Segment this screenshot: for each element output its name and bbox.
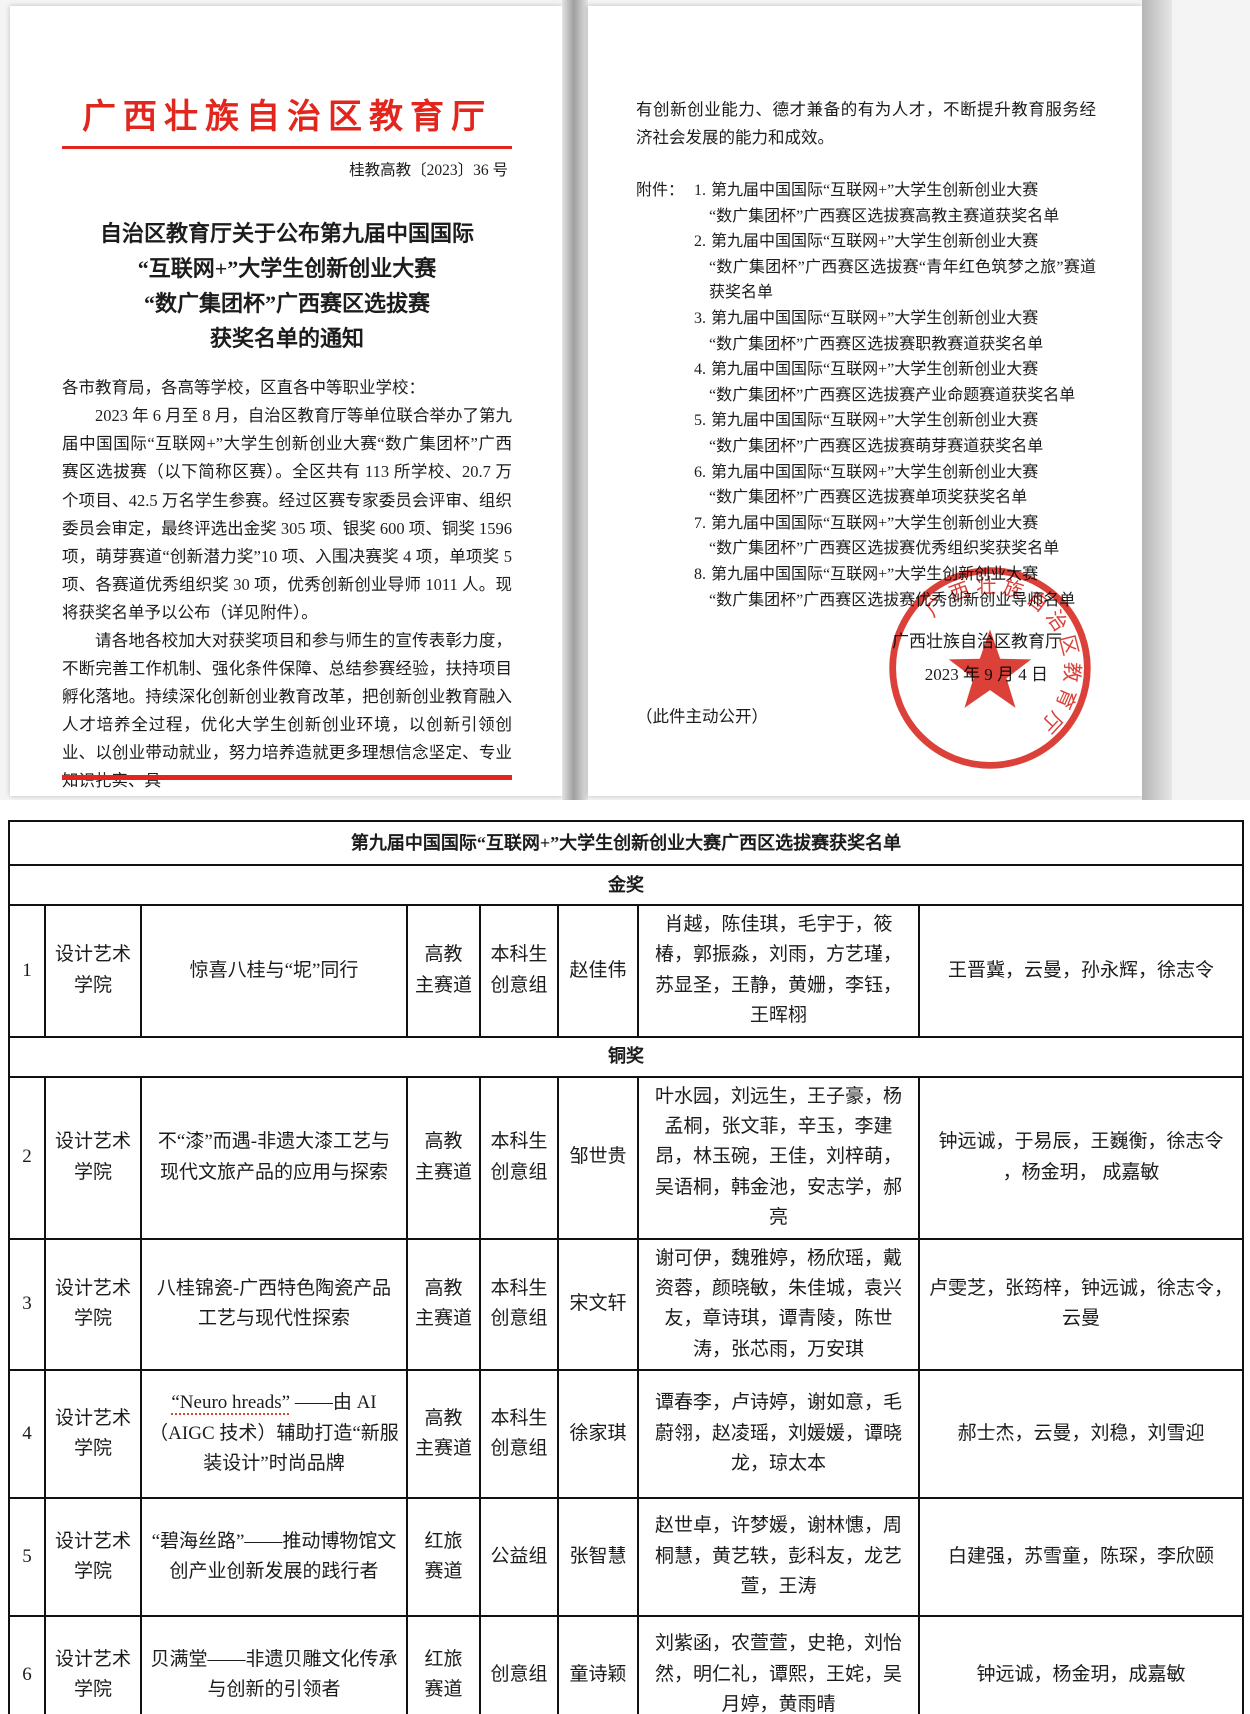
doc-title: 自治区教育厅关于公布第九届中国国际 “互联网+”大学生创新创业大赛 “数广集团杯… — [62, 216, 512, 357]
cell-project: 惊喜八桂与“坭”同行 — [140, 904, 408, 1038]
cell-college: 设计艺术 学院 — [44, 1075, 142, 1240]
cell-members: 赵世卓，许梦媛，谢林憓，周桐慧，黄艺轶，彭科友，龙艺萱，王涛 — [637, 1497, 920, 1618]
cell-project: 不“漆”而遇-非遗大漆工艺与现代文旅产品的应用与探索 — [140, 1075, 408, 1240]
body-paragraph-continued: 有创新创业能力、德才兼备的有为人才，不断提升教育服务经济社会发展的能力和成效。 — [636, 100, 1096, 148]
attachment-item: 4. 第九届中国国际“互联网+”大学生创新创业大赛 “数广集团杯”广西赛区选拔赛产… — [694, 361, 1076, 404]
table-row: 3 设计艺术 学院 八桂锦瓷-广西特色陶瓷产品工艺与现代性探索 高教 主赛道 本… — [8, 1237, 1245, 1372]
cell-leader: 张智慧 — [557, 1497, 639, 1618]
table-row: 5 设计艺术 学院 “碧海丝路”——推动博物馆文创产业创新发展的践行者 红旅 赛… — [8, 1497, 1245, 1618]
cell-group: 本科生 创意组 — [479, 1237, 559, 1372]
cell-advisors: 卢雯芝，张筠梓，钟远诚，徐志令，云曼 — [917, 1237, 1245, 1372]
cell-members: 谭春李，卢诗婷，谢如意，毛蔚翎，赵凌瑶，刘媛媛，谭晓龙，琼太本 — [637, 1369, 920, 1500]
cell-group: 本科生 创意组 — [479, 1369, 559, 1500]
bronze-award-label: 铜奖 — [7, 1035, 1245, 1078]
cell-group: 创意组 — [479, 1615, 559, 1714]
table-row: 1 设计艺术 学院 惊喜八桂与“坭”同行 高教 主赛道 本科生 创意组 赵佳伟 … — [8, 904, 1245, 1038]
cell-no: 3 — [8, 1237, 46, 1372]
body-paragraph: 2023 年 6 月至 8 月，自治区教育厅等单位联合举办了第九届中国国际“互联… — [62, 406, 512, 622]
cell-track: 高教 主赛道 — [406, 904, 481, 1038]
cell-track: 红旅 赛道 — [406, 1497, 481, 1618]
attachment-item: 1. 第九届中国国际“互联网+”大学生创新创业大赛 “数广集团杯”广西赛区选拔赛高… — [694, 182, 1060, 225]
award-section-row: 金奖 — [7, 864, 1245, 906]
body-paragraph: 请各地各校加大对获奖项目和参与师生的宣传表彰力度，不断完善工作机制、强化条件保障… — [62, 630, 512, 790]
cell-project: “碧海丝路”——推动博物馆文创产业创新发展的践行者 — [140, 1497, 408, 1618]
cell-members: 肖越，陈佳琪，毛宇于，筱椿，郭振淼，刘雨，方艺瑾，苏显圣，王静，黄姗，李钰，王晖… — [637, 904, 920, 1038]
cell-group: 公益组 — [479, 1497, 559, 1618]
table-row: 4 设计艺术 学院 “Neuro hreads” ——由 AI（AIGC 技术）… — [8, 1369, 1245, 1500]
cell-leader: 宋文轩 — [557, 1237, 639, 1372]
cell-group: 本科生 创意组 — [479, 904, 559, 1038]
cell-members: 谢可伊，魏雅婷，杨欣瑶，戴资蓉，颜晓敏，朱佳城，袁兴友，章诗琪，谭青陵，陈世涛，… — [637, 1237, 920, 1372]
footer-rule — [62, 775, 512, 780]
cell-members: 叶水园，刘远生，王子豪，杨孟桐，张文菲，辛玉，李建昂，林玉碗，王佳，刘梓萌，吴语… — [637, 1075, 920, 1240]
cell-college: 设计艺术 学院 — [44, 1615, 142, 1714]
document-page-2: 有创新创业能力、德才兼备的有为人才，不断提升教育服务经济社会发展的能力和成效。 … — [588, 6, 1142, 796]
award-section-row: 铜奖 — [7, 1035, 1245, 1078]
page-edge-shadow — [1142, 0, 1172, 800]
document-page-1: 广西壮族自治区教育厅 桂教高教〔2023〕36 号 自治区教育厅关于公布第九届中… — [10, 6, 562, 796]
cell-leader: 赵佳伟 — [557, 904, 639, 1038]
cell-group: 本科生 创意组 — [479, 1075, 559, 1240]
agency-header: 广西壮族自治区教育厅 — [82, 99, 492, 136]
attachment-item: 6. 第九届中国国际“互联网+”大学生创新创业大赛 “数广集团杯”广西赛区选拔赛单… — [694, 463, 1039, 507]
signature-block: 广西壮族自治区教育厅 2023 年 9 月 4 日 — [636, 627, 1096, 685]
attachment-list: 附件： 1. 第九届中国国际“互联网+”大学生创新创业大赛 “数广集团杯”广西赛区… — [636, 178, 1096, 613]
cell-no: 5 — [8, 1497, 46, 1618]
header-rule — [62, 145, 512, 149]
table-title: 第九届中国国际“互联网+”大学生创新创业大赛广西区选拔赛获奖名单 — [7, 820, 1245, 866]
cell-leader: 童诗颖 — [557, 1615, 639, 1714]
cell-project: 贝满堂——非遗贝雕文化传承与创新的引领者 — [140, 1615, 408, 1714]
table-title-row: 第九届中国国际“互联网+”大学生创新创业大赛广西区选拔赛获奖名单 — [7, 820, 1245, 866]
cell-college: 设计艺术 学院 — [44, 1497, 142, 1618]
public-disclosure-note: （此件主动公开） — [636, 707, 768, 727]
cell-leader: 徐家琪 — [557, 1369, 639, 1500]
cell-no: 6 — [8, 1615, 46, 1714]
document-viewer: 广西壮族自治区教育厅 桂教高教〔2023〕36 号 自治区教育厅关于公布第九届中… — [0, 0, 1250, 800]
cell-college: 设计艺术 学院 — [44, 1369, 142, 1500]
award-table: 第九届中国国际“互联网+”大学生创新创业大赛广西区选拔赛获奖名单 金奖 1 设计… — [7, 820, 1245, 1714]
salutation: 各市教育局，各高等学校，区直各中等职业学校： — [62, 378, 425, 398]
cell-leader: 邹世贵 — [557, 1075, 639, 1240]
project-english-title: “Neuro hreads” — [171, 1392, 291, 1414]
cell-track: 高教 主赛道 — [406, 1075, 481, 1240]
signer-name: 广西壮族自治区教育厅 — [892, 632, 1062, 652]
cell-advisors: 王晋冀，云曼，孙永辉，徐志令 — [917, 904, 1245, 1038]
table-row: 2 设计艺术 学院 不“漆”而遇-非遗大漆工艺与现代文旅产品的应用与探索 高教 … — [8, 1075, 1245, 1240]
cell-no: 2 — [8, 1075, 46, 1240]
cell-college: 设计艺术 学院 — [44, 904, 142, 1038]
project-title-rest: ——由 AI（AIGC 技术）辅助打造“新服装设计”时尚品牌 — [149, 1392, 399, 1475]
attachment-item: 3. 第九届中国国际“互联网+”大学生创新创业大赛 “数广集团杯”广西赛区选拔赛职… — [694, 310, 1044, 353]
cell-track: 高教 主赛道 — [406, 1369, 481, 1500]
attachment-label: 附件： — [636, 182, 685, 200]
cell-advisors: 钟远诚，于易辰，王巍衡，徐志令 ，杨金玥， 成嘉敏 — [917, 1075, 1245, 1240]
signature-date: 2023 年 9 月 4 日 — [924, 665, 1048, 685]
cell-no: 1 — [8, 904, 46, 1038]
cell-college: 设计艺术 学院 — [44, 1237, 142, 1372]
cell-advisors: 郝士杰，云曼，刘稳，刘雪迎 — [917, 1369, 1245, 1500]
doc-number: 桂教高教〔2023〕36 号 — [349, 161, 508, 179]
cell-track: 高教 主赛道 — [406, 1237, 481, 1372]
cell-no: 4 — [8, 1369, 46, 1500]
doc-title-line: 自治区教育厅关于公布第九届中国国际 — [99, 220, 474, 246]
cell-track: 红旅 赛道 — [406, 1615, 481, 1714]
cell-advisors: 白建强，苏雪童，陈琛，李欣颐 — [917, 1497, 1245, 1618]
cell-project: “Neuro hreads” ——由 AI（AIGC 技术）辅助打造“新服装设计… — [140, 1369, 408, 1500]
cell-project: 八桂锦瓷-广西特色陶瓷产品工艺与现代性探索 — [140, 1237, 408, 1372]
attachment-item: 8. 第九届中国国际“互联网+”大学生创新创业大赛 “数广集团杯”广西赛区选拔赛优… — [694, 566, 1076, 609]
page-gap-shadow — [562, 0, 588, 800]
table-row: 6 设计艺术 学院 贝满堂——非遗贝雕文化传承与创新的引领者 红旅 赛道 创意组… — [8, 1615, 1245, 1714]
attachment-item: 2. 第九届中国国际“互联网+”大学生创新创业大赛 “数广集团杯”广西赛区选拔赛“… — [694, 233, 1096, 302]
doc-title-line: “互联网+”大学生创新创业大赛 — [137, 255, 437, 281]
cell-advisors: 钟远诚，杨金玥，成嘉敏 — [917, 1615, 1245, 1714]
attachment-item: 5. 第九届中国国际“互联网+”大学生创新创业大赛 “数广集团杯”广西赛区选拔赛萌… — [694, 412, 1044, 456]
cell-members: 刘紫函，农萱萱，史艳，刘怡然，明仁礼，谭熙，王姹，吴月婷，黄雨晴 — [637, 1615, 920, 1714]
doc-title-line: 获奖名单的通知 — [209, 326, 364, 352]
attachment-item: 7. 第九届中国国际“互联网+”大学生创新创业大赛 “数广集团杯”广西赛区选拔赛优… — [694, 514, 1060, 558]
doc-title-line: “数广集团杯”广西赛区选拔赛 — [143, 290, 430, 316]
gold-award-label: 金奖 — [7, 864, 1245, 906]
